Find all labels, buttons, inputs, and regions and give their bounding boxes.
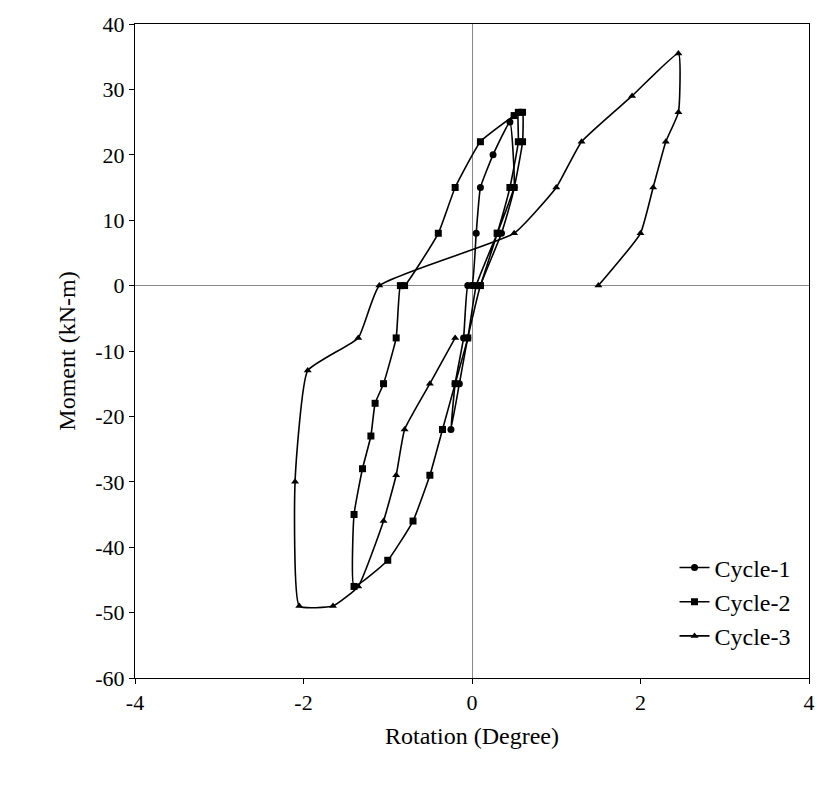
svg-text:20: 20 <box>103 143 125 168</box>
svg-text:-4: -4 <box>126 690 144 715</box>
svg-text:30: 30 <box>103 77 125 102</box>
svg-text:0: 0 <box>114 273 125 298</box>
svg-text:-30: -30 <box>95 470 124 495</box>
svg-text:Moment (kN-m): Moment (kN-m) <box>54 271 80 430</box>
svg-text:Cycle-3: Cycle-3 <box>715 624 791 650</box>
svg-text:10: 10 <box>103 208 125 233</box>
svg-text:-60: -60 <box>95 666 124 691</box>
svg-text:Cycle-2: Cycle-2 <box>715 590 791 616</box>
svg-text:40: 40 <box>103 12 125 37</box>
svg-text:-10: -10 <box>95 339 124 364</box>
svg-text:-50: -50 <box>95 600 124 625</box>
svg-text:4: 4 <box>804 690 815 715</box>
svg-text:-40: -40 <box>95 535 124 560</box>
svg-text:Rotation (Degree): Rotation (Degree) <box>385 723 559 749</box>
svg-text:-2: -2 <box>294 690 312 715</box>
svg-text:2: 2 <box>635 690 646 715</box>
svg-text:0: 0 <box>467 690 478 715</box>
svg-text:-20: -20 <box>95 404 124 429</box>
svg-text:Cycle-1: Cycle-1 <box>715 556 791 582</box>
